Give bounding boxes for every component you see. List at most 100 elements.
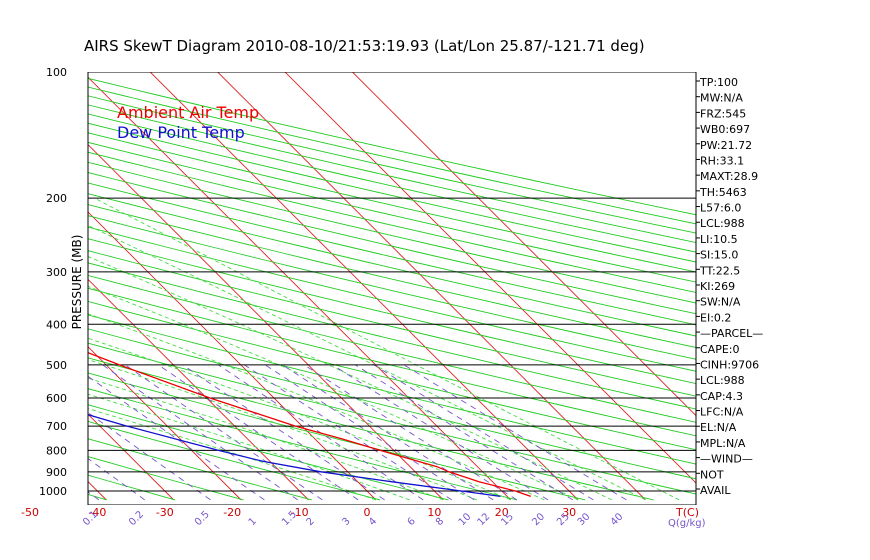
dry-adiabat-line (88, 172, 696, 315)
sounding-series (88, 351, 532, 498)
dry-adiabat-line (88, 161, 696, 304)
pressure-tick-label: 900 (46, 466, 67, 479)
index-label: —PARCEL— (700, 327, 763, 340)
mixing-ratio-label: 30 (576, 511, 593, 528)
moist-adiabat-line (88, 224, 646, 501)
index-label: EI:0.2 (700, 311, 731, 324)
mixing-ratio-line (373, 364, 594, 501)
bottom-temp-tick-label: -50 (21, 506, 39, 519)
moist-adiabat-line (94, 197, 680, 501)
dry-adiabat-line (88, 328, 696, 480)
pressure-tick-labels: 100 200 300 400 500 600 700 800 900 1000 (39, 66, 67, 498)
dry-adiabat-line (88, 300, 696, 451)
index-label: PW:21.72 (700, 139, 752, 152)
dry-adiabat-line (88, 77, 696, 216)
dry-adiabat-line (88, 86, 696, 225)
dry-adiabat-line (88, 204, 696, 348)
mixing-ratio-label: 20 (530, 511, 547, 528)
series-line-ambient-air-temp (88, 351, 532, 498)
legend-ambient-air-temp: Ambient Air Temp (117, 103, 259, 122)
index-label: NOT (700, 468, 724, 481)
mixing-ratio-line (354, 364, 574, 501)
dry-adiabat-line (88, 182, 696, 326)
moist-adiabat-lines (88, 197, 680, 501)
mixing-ratio-line (158, 364, 359, 501)
pressure-tick-label: 100 (46, 66, 67, 79)
isotherm-line (88, 76, 511, 501)
bottom-temp-unit: T(C) (675, 506, 699, 519)
mixing-ratio-label: 2 (305, 516, 317, 528)
dry-adiabat-line (88, 404, 449, 501)
mixing-ratio-label: 0.2 (127, 509, 146, 528)
mixing-ratio-unit: Q(g/kg) (668, 518, 706, 529)
isotherm-line (149, 72, 579, 501)
series-line-dew-point-temp (88, 413, 501, 498)
mixing-ratio-label: 1 (247, 516, 259, 528)
dry-adiabat-line (88, 372, 586, 501)
index-label: WB0:697 (700, 123, 750, 136)
bottom-temp-tick-label: -30 (156, 506, 174, 519)
mixing-ratio-line (264, 364, 475, 501)
dry-adiabat-line (88, 287, 696, 437)
bottom-temp-tick-label: 0 (364, 506, 371, 519)
mixing-ratio-line (332, 364, 549, 501)
mixing-ratio-label: 6 (406, 516, 418, 528)
bottom-temp-tick-label: -40 (88, 506, 106, 519)
pressure-tick-label: 200 (46, 192, 67, 205)
moist-adiabat-line (88, 313, 545, 501)
pressure-tick-label: 300 (46, 266, 67, 279)
bottom-temp-tick-label: 20 (495, 506, 509, 519)
index-label: SI:15.0 (700, 249, 738, 262)
mixing-ratio-label: 10 (457, 511, 474, 528)
dry-adiabat-line (88, 314, 696, 465)
dry-adiabat-line (88, 113, 696, 253)
dry-adiabat-line (88, 262, 696, 410)
index-label: —WIND— (700, 453, 753, 466)
mixing-ratio-line (282, 364, 494, 501)
mixing-ratio-label: 0.5 (193, 509, 212, 528)
stability-indices: TP:100 MW:N/A FRZ:545 WB0:697 PW:21.72 RH:33.… (696, 76, 763, 497)
index-label: SW:N/A (700, 296, 741, 309)
mixing-ratio-line (88, 375, 265, 501)
moist-adiabat-line (88, 337, 511, 501)
index-label: TP:100 (699, 76, 738, 89)
isotherm-line (88, 211, 377, 501)
mixing-ratio-line (182, 364, 385, 501)
index-label: CINH:9706 (700, 358, 759, 371)
bottom-temp-tick-label: -10 (291, 506, 309, 519)
dry-adiabat-line (88, 274, 696, 423)
index-label: LFC:N/A (700, 406, 744, 419)
dry-adiabat-line (88, 420, 381, 501)
isotherm-line (351, 72, 696, 417)
mixing-ratio-line (244, 364, 452, 501)
index-label: MPL:N/A (700, 437, 746, 450)
dry-adiabat-line (88, 250, 696, 397)
dry-adiabat-line (88, 193, 696, 337)
isotherm-line (88, 278, 309, 501)
index-label: MAXT:28.9 (700, 170, 758, 183)
pressure-tick-label: 600 (46, 392, 67, 405)
isotherm-line (284, 72, 696, 484)
isotherm-line (88, 413, 174, 501)
legend-dew-point-temp: Dew Point Temp (117, 123, 245, 142)
mixing-ratio-line (303, 364, 518, 501)
dry-adiabat-line (88, 122, 696, 263)
dry-adiabat-line (88, 226, 696, 372)
dry-adiabat-line (88, 342, 696, 495)
index-label: TT:22.5 (699, 264, 740, 277)
dry-adiabat-line (88, 357, 654, 501)
mixing-ratio-line (88, 458, 145, 501)
pressure-tick-label: 800 (46, 444, 67, 457)
mixing-ratio-line (102, 364, 298, 501)
bottom-temp-tick-label: -20 (223, 506, 241, 519)
chart-title: AIRS SkewT Diagram 2010-08-10/21:53:19.9… (84, 37, 645, 55)
isotherm-line (216, 72, 646, 501)
mixing-ratio-labels: 0.1 0.2 0.5 1 1.5 2 3 4 6 8 10 12 15 20 25 30 40 Q(g/kg) (81, 509, 706, 529)
isotherm-line (0, 53, 39, 500)
dry-adiabat-line (88, 388, 518, 501)
index-label: EL:N/A (700, 421, 737, 434)
y-axis-label: PRESSURE (MB) (70, 235, 84, 330)
index-label: RH:33.1 (700, 154, 744, 167)
dry-adiabat-line (88, 215, 696, 360)
isotherm-lines (0, 53, 696, 501)
